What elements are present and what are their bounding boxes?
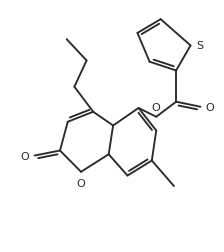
Text: S: S: [196, 41, 203, 51]
Text: O: O: [20, 151, 29, 161]
Text: O: O: [152, 102, 161, 112]
Text: O: O: [77, 178, 85, 188]
Text: O: O: [205, 102, 214, 112]
